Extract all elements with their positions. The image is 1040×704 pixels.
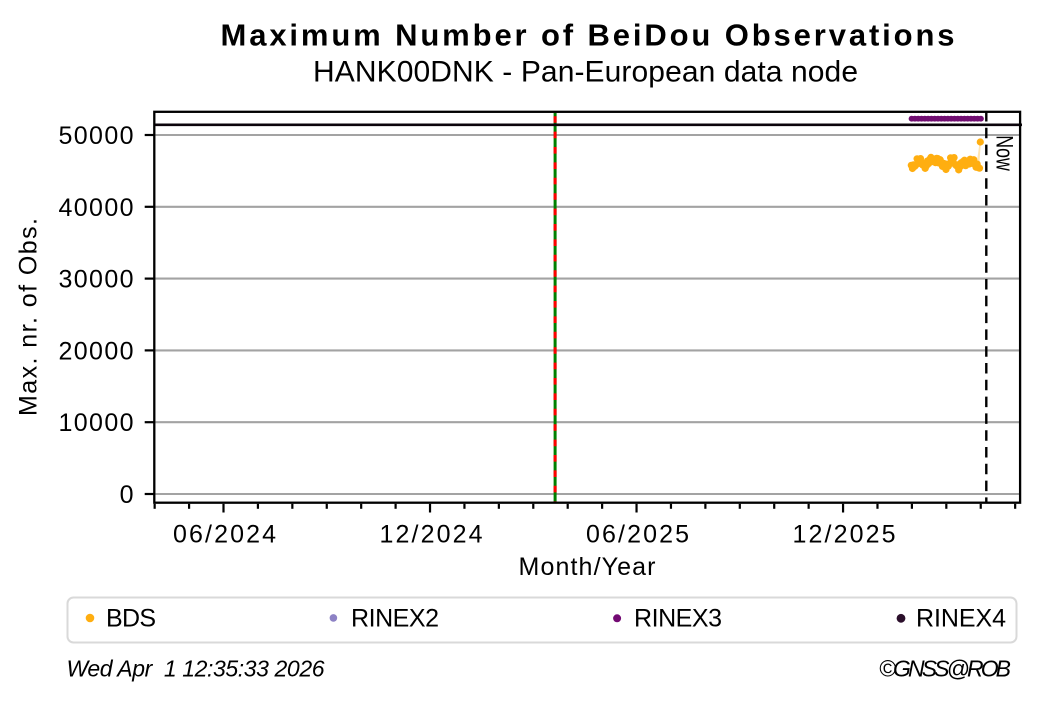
svg-text:0: 0: [120, 481, 134, 509]
svg-text:©GNSS@ROB: ©GNSS@ROB: [879, 656, 1011, 682]
svg-text:20000: 20000: [59, 337, 134, 365]
svg-text:HANK00DNK - Pan-European data: HANK00DNK - Pan-European data node: [313, 55, 858, 88]
svg-text:Wed Apr 1 12:35:33 2026: Wed Apr 1 12:35:33 2026: [67, 656, 325, 682]
svg-text:40000: 40000: [59, 194, 134, 222]
svg-text:10000: 10000: [59, 409, 134, 437]
svg-text:Maximum Number of BeiDou Obser: Maximum Number of BeiDou Observations: [221, 18, 955, 53]
svg-text:Now: Now: [991, 135, 1018, 171]
svg-text:50000: 50000: [59, 122, 134, 150]
svg-text:BDS: BDS: [106, 605, 156, 633]
svg-text:06/2025: 06/2025: [586, 521, 689, 549]
svg-text:RINEX3: RINEX3: [634, 605, 722, 633]
svg-text:12/2024: 12/2024: [380, 521, 483, 549]
svg-text:12/2025: 12/2025: [793, 521, 896, 549]
svg-text:Month/Year: Month/Year: [519, 553, 656, 581]
svg-text:06/2024: 06/2024: [173, 521, 276, 549]
svg-text:30000: 30000: [59, 266, 134, 294]
svg-text:RINEX2: RINEX2: [351, 605, 439, 633]
svg-text:RINEX4: RINEX4: [916, 605, 1006, 633]
